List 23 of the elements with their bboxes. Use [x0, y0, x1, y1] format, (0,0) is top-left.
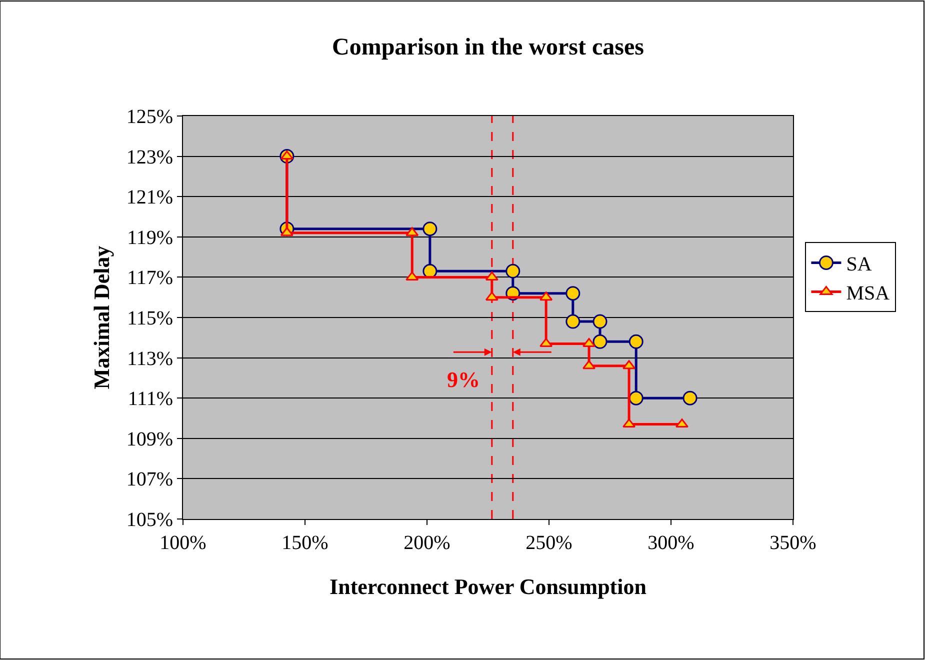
- y-tick-label: 121%: [126, 186, 173, 209]
- y-axis-title: Maximal Delay: [89, 246, 114, 390]
- annotation: 9%: [447, 367, 480, 392]
- y-tick-label: 123%: [126, 146, 173, 168]
- chart-title: Comparison in the worst cases: [332, 34, 644, 61]
- y-tick-label: 105%: [126, 509, 173, 531]
- legend-label: MSA: [846, 282, 890, 304]
- legend-label: SA: [846, 254, 872, 276]
- y-tick-label: 107%: [126, 468, 173, 491]
- x-tick-label: 200%: [404, 532, 450, 554]
- y-tick-label: 119%: [127, 226, 173, 249]
- x-tick-label: 100%: [160, 532, 206, 554]
- y-tick-label: 109%: [126, 428, 173, 450]
- x-tick-label: 250%: [526, 532, 572, 554]
- x-axis-title: Interconnect Power Consumption: [330, 574, 646, 599]
- y-tick-label: 125%: [126, 106, 173, 128]
- x-tick-label: 350%: [770, 532, 816, 554]
- x-tick-label: 150%: [282, 532, 328, 554]
- x-tick-label: 300%: [648, 532, 694, 554]
- y-tick-label: 111%: [128, 388, 173, 410]
- y-tick-label: 113%: [127, 348, 173, 370]
- y-tick-label: 115%: [127, 308, 173, 330]
- y-tick-label: 117%: [127, 267, 173, 290]
